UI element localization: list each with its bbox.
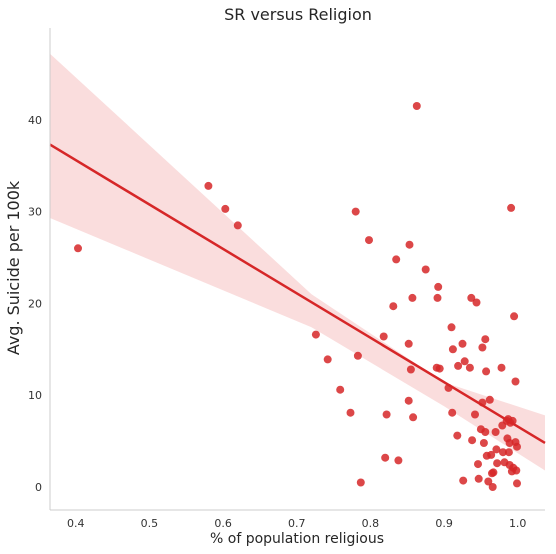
data-point [453,431,462,440]
data-point [474,460,482,469]
data-point [351,207,360,216]
data-point [468,436,477,445]
data-point [382,410,391,419]
data-point [356,478,365,487]
data-point [478,343,487,352]
data-point [353,351,362,360]
data-point [394,456,403,465]
data-point [389,302,398,311]
data-point [467,293,476,302]
x-tick-label: 1.0 [509,517,527,530]
data-point [379,332,388,341]
data-point [513,442,521,451]
data-point [323,355,332,364]
data-point [74,244,82,253]
chart-title: SR versus Religion [224,5,372,24]
data-point [405,240,414,249]
data-point [511,377,520,386]
data-point [471,410,479,419]
x-axis-label: % of population religious [210,531,384,547]
x-tick-label: 0.4 [67,517,85,530]
data-point [485,395,494,404]
data-point [448,408,457,417]
x-tick-label: 0.7 [288,517,306,530]
y-tick-label: 0 [35,481,42,494]
data-point [510,312,519,321]
data-point [406,365,415,374]
y-tick-label: 20 [28,297,42,310]
data-point [505,439,514,447]
x-tick-label: 0.6 [214,517,232,530]
data-point [512,466,521,475]
y-tick-label: 40 [28,114,42,127]
data-point [434,282,443,291]
data-point [497,363,506,372]
data-point [491,428,500,436]
data-point [311,330,320,339]
data-point [465,363,474,372]
data-point [481,428,490,436]
data-points-layer [74,102,521,491]
data-point [484,477,493,486]
data-point [513,479,521,488]
y-tick-label: 10 [28,389,42,402]
ticks-layer: 0.4 0.5 0.6 0.7 0.8 0.9 1.0 0 10 20 30 40 [28,114,526,530]
data-point [460,357,469,366]
y-tick-label: 30 [28,206,42,219]
data-point [454,361,463,370]
data-point [487,450,496,459]
data-point [404,339,413,348]
data-point [474,474,483,483]
data-point [448,345,457,354]
data-point [447,323,456,332]
data-point [458,339,467,348]
data-point [435,364,444,373]
data-point [493,459,502,468]
data-point [409,413,418,422]
data-point [488,483,497,491]
axes-layer [49,28,545,511]
data-point [481,335,490,344]
data-point [504,448,513,457]
data-point [221,204,230,213]
data-point [479,439,488,447]
data-point [433,293,442,302]
data-point [365,236,373,245]
regression-line [49,143,546,445]
data-point [489,468,498,477]
data-point [336,385,345,394]
data-point [507,203,516,212]
x-tick-label: 0.5 [141,517,159,530]
data-point [204,181,213,190]
data-point [459,476,468,485]
data-point [421,265,430,274]
y-axis-label: Avg. Suicide per 100k [4,180,23,355]
data-point [482,367,491,376]
data-point [492,445,501,454]
x-tick-label: 0.9 [435,517,453,530]
data-point [404,396,413,405]
data-point [412,102,421,110]
x-tick-label: 0.8 [362,517,380,530]
data-point [499,448,507,457]
data-point [233,221,242,230]
data-point [381,453,390,462]
regression-line-layer [49,143,546,445]
data-point [472,298,481,307]
data-point [408,293,417,302]
data-point [346,408,355,417]
data-point [392,255,401,264]
